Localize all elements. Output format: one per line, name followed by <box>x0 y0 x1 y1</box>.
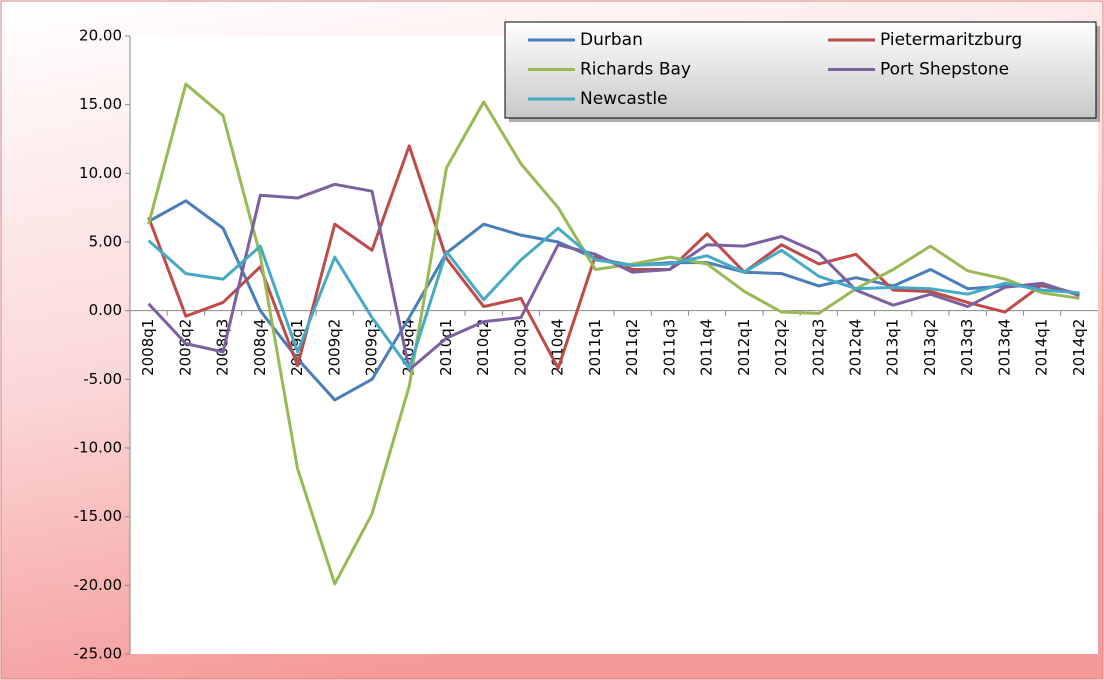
y-tick-label: 10.00 <box>79 164 122 182</box>
y-tick-label: -5.00 <box>83 370 122 388</box>
x-tick-label: 2009q2 <box>325 319 343 376</box>
legend-label: Newcastle <box>580 89 668 109</box>
y-tick-label: 5.00 <box>89 233 122 251</box>
x-tick-label: 2012q4 <box>847 319 865 376</box>
x-tick-label: 2013q2 <box>921 319 939 376</box>
x-tick-label: 2013q4 <box>995 319 1013 376</box>
x-tick-label: 2010q2 <box>474 319 492 376</box>
y-tick-label: -15.00 <box>74 507 122 525</box>
legend-box <box>504 21 1097 119</box>
x-tick-label: 2012q1 <box>735 319 753 376</box>
y-tick-label: -20.00 <box>74 576 122 594</box>
x-tick-label: 2011q3 <box>660 319 678 376</box>
x-tick-label: 2014q1 <box>1033 319 1051 376</box>
legend-label: Pietermaritzburg <box>880 30 1022 50</box>
x-tick-label: 2014q2 <box>1070 319 1088 376</box>
y-tick-label: 20.00 <box>79 27 122 45</box>
x-tick-label: 2011q4 <box>698 319 716 376</box>
x-tick-label: 2008q2 <box>176 319 194 376</box>
x-tick-label: 2011q1 <box>586 319 604 376</box>
x-tick-label: 2012q2 <box>772 319 790 376</box>
series-line <box>147 82 1080 586</box>
legend-label: Port Shepstone <box>880 60 1009 80</box>
x-tick-label: 2012q3 <box>809 319 827 376</box>
series-line <box>147 226 1080 370</box>
x-tick-label: 2011q2 <box>623 319 641 376</box>
x-tick-label: 2008q1 <box>139 319 157 376</box>
x-tick-label: 2010q1 <box>437 319 455 376</box>
y-tick-label: -25.00 <box>74 645 122 663</box>
x-tick-label: 2008q4 <box>251 319 269 376</box>
x-tick-label: 2009q3 <box>363 319 381 376</box>
x-tick-label: 2010q3 <box>511 319 529 376</box>
y-tick-label: -10.00 <box>74 439 122 457</box>
x-tick-label: 2013q3 <box>958 319 976 376</box>
legend: Durban Pietermaritzburg Richards Bay Port S… <box>504 21 1100 122</box>
x-tick-label: 2013q1 <box>884 319 902 376</box>
legend-label: Richards Bay <box>580 60 691 80</box>
y-tick-label: 0.00 <box>89 301 122 319</box>
legend-label: Durban <box>580 30 643 50</box>
y-tick-label: 15.00 <box>79 95 122 113</box>
